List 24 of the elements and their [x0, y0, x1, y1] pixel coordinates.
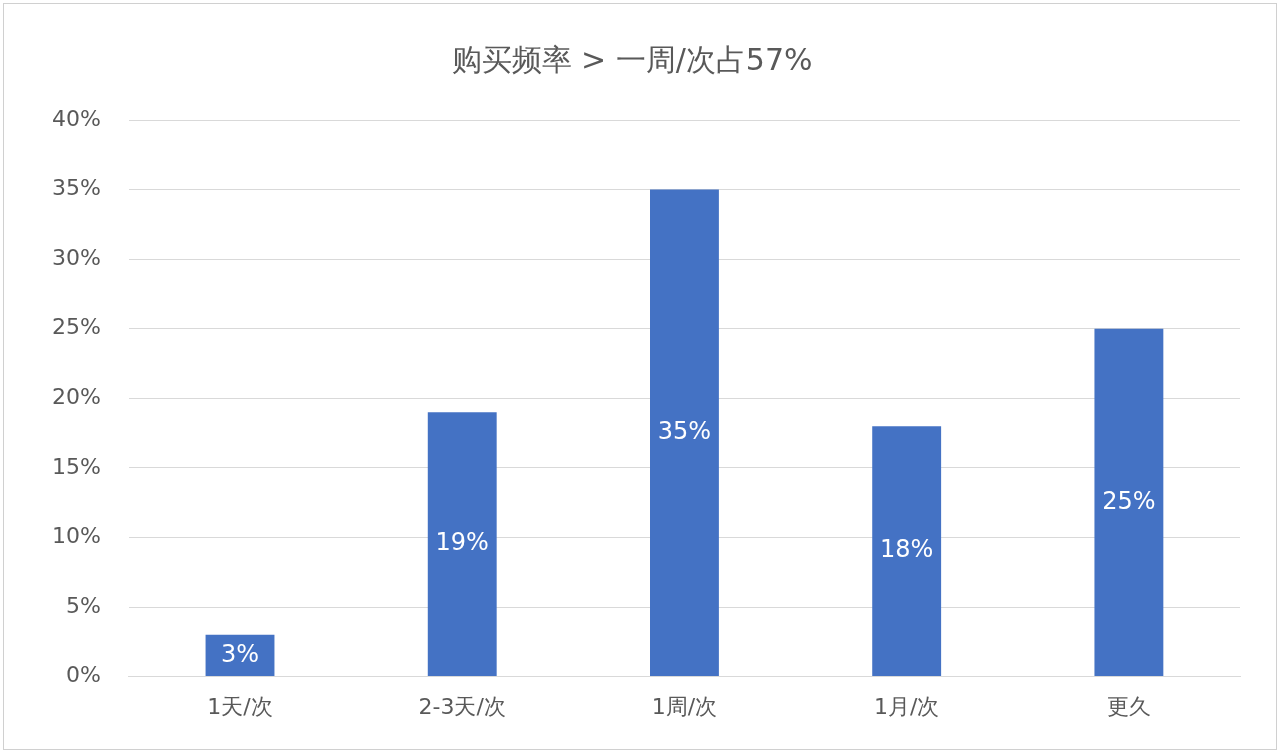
y-tick-label: 10% [51, 523, 101, 549]
y-tick-label: 15% [51, 453, 101, 479]
chart-title: 购买频率 > 一周/次占57% [451, 41, 813, 77]
y-tick-label: 35% [51, 175, 101, 201]
y-tick-label: 20% [51, 384, 101, 410]
bar [1094, 328, 1164, 677]
y-tick-label: 5% [65, 592, 101, 618]
data-label: 18% [880, 535, 934, 564]
y-tick-label: 25% [51, 314, 101, 340]
bar [872, 426, 942, 677]
x-tick-label: 1天/次 [207, 693, 273, 719]
y-tick-label: 40% [51, 105, 101, 131]
y-tick-label: 0% [65, 662, 101, 688]
data-label: 35% [657, 417, 712, 446]
data-label: 3% [220, 639, 260, 668]
x-tick-label: 更久 [1106, 693, 1151, 719]
x-tick-label: 2-3天/次 [418, 693, 506, 719]
x-tick-label: 1周/次 [651, 693, 718, 719]
data-label: 19% [435, 528, 489, 557]
y-tick-label: 30% [51, 244, 101, 270]
x-tick-label: 1月/次 [873, 693, 940, 719]
data-label: 25% [1102, 486, 1156, 515]
bar [427, 412, 497, 677]
bar [650, 189, 719, 677]
